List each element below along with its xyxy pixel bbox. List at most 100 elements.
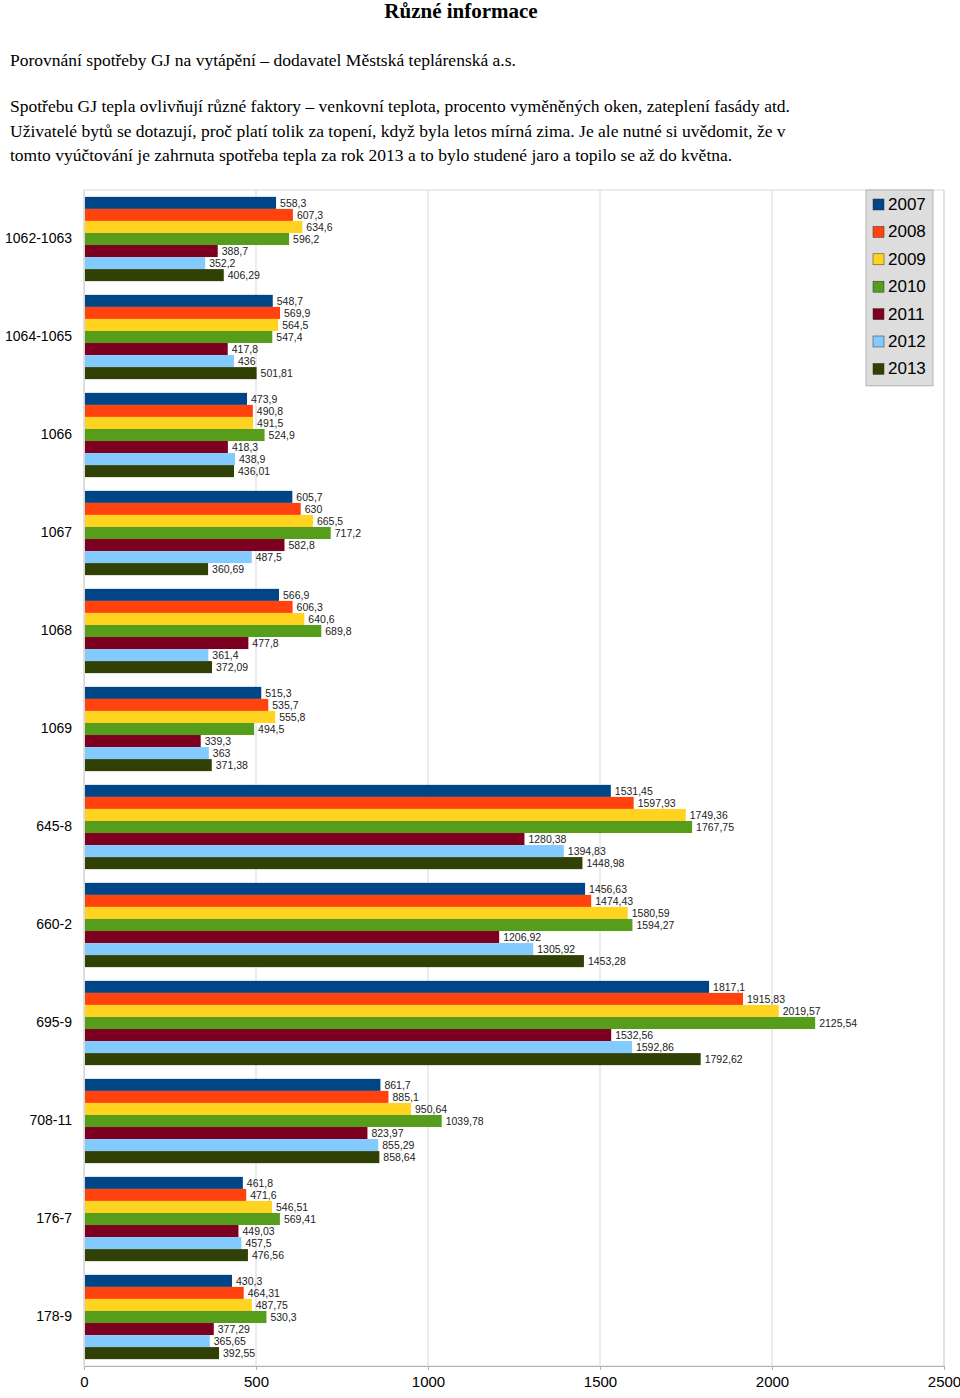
bar	[84, 1079, 380, 1091]
annotation-line: Uživatelé bytů se dotazují, proč platí t…	[10, 121, 786, 142]
legend-label: 2013	[888, 359, 926, 378]
data-label: 1280,38	[528, 833, 566, 845]
grid-line	[944, 190, 945, 1366]
data-label: 1749,36	[690, 809, 728, 821]
data-label: 1474,43	[595, 895, 633, 907]
data-label: 596,2	[293, 233, 319, 245]
bar	[84, 465, 234, 477]
tick: 1064-1065	[5, 328, 84, 344]
bar-series	[84, 269, 701, 1359]
data-label: 1817,1	[713, 981, 745, 993]
data-label: 388,7	[222, 245, 248, 257]
tick-label: 1068	[41, 622, 72, 638]
tick-label: 1000	[412, 1373, 445, 1390]
bar	[84, 845, 564, 857]
data-label: 477,8	[252, 637, 278, 649]
annotation-line: tomto vyúčtování je zahrnuta spotřeba te…	[10, 145, 732, 166]
tick-mark	[772, 1366, 773, 1370]
data-label: 566,9	[283, 589, 309, 601]
data-labels: 558,3548,7473,9605,7566,9515,31531,45145…	[205, 197, 858, 1359]
grid-line	[84, 190, 85, 1366]
grid-line	[600, 190, 601, 1366]
legend-swatch	[873, 226, 884, 237]
bar	[84, 1299, 252, 1311]
bar	[84, 1017, 815, 1029]
tick-label: 708-11	[29, 1112, 72, 1128]
tick: 1069	[41, 720, 84, 736]
legend-swatch	[873, 309, 884, 320]
tick: 0	[80, 1366, 88, 1390]
bar	[84, 589, 279, 601]
bar	[84, 661, 212, 673]
data-label: 855,29	[382, 1139, 414, 1151]
bar	[84, 723, 254, 735]
tick-label: 645-8	[36, 818, 72, 834]
bar	[84, 919, 632, 931]
tick-label: 1067	[41, 524, 72, 540]
bar-series	[84, 197, 709, 1287]
bar	[84, 269, 224, 281]
bar	[84, 785, 611, 797]
tick: 2000	[756, 1366, 789, 1390]
bar	[84, 1151, 379, 1163]
bar	[84, 197, 276, 209]
bar	[84, 405, 253, 417]
data-label: 858,64	[383, 1151, 415, 1163]
bar	[84, 1029, 611, 1041]
chart: 558,3548,7473,9605,7566,9515,31531,45145…	[0, 0, 960, 1398]
data-label: 569,41	[284, 1213, 316, 1225]
data-label: 582,8	[288, 539, 314, 551]
data-label: 535,7	[272, 699, 298, 711]
page-title: Různé informace	[0, 0, 922, 24]
tick-label: 1066	[41, 426, 72, 442]
bar-series	[84, 209, 743, 1299]
data-label: 1448,98	[586, 857, 624, 869]
data-label: 490,8	[257, 405, 283, 417]
bar	[84, 857, 582, 869]
bar	[84, 735, 201, 747]
grid-line	[428, 190, 429, 1366]
bar	[84, 209, 293, 221]
tick: 2500	[928, 1366, 960, 1390]
data-label: 352,2	[209, 257, 235, 269]
bar	[84, 1103, 411, 1115]
tick-label: 1500	[584, 1373, 617, 1390]
legend-label: 2008	[888, 222, 926, 241]
subtitle: Porovnání spotřeby GJ na vytápění – doda…	[10, 50, 516, 71]
legend-box	[866, 190, 933, 386]
data-label: 487,5	[256, 551, 282, 563]
data-label: 487,75	[256, 1299, 288, 1311]
data-label: 1206,92	[503, 931, 541, 943]
bar	[84, 503, 301, 515]
tick: 660-2	[36, 916, 84, 932]
bar	[84, 833, 524, 845]
data-label: 634,6	[306, 221, 332, 233]
bar	[84, 711, 275, 723]
bar-series	[84, 233, 815, 1323]
data-label: 2125,54	[819, 1017, 857, 1029]
bar	[84, 515, 313, 527]
bar	[84, 625, 321, 637]
bar	[84, 1213, 280, 1225]
bar	[84, 393, 247, 405]
data-label: 377,29	[218, 1323, 250, 1335]
bar	[84, 1275, 232, 1287]
bar	[84, 1115, 442, 1127]
data-label: 1792,62	[705, 1053, 743, 1065]
tick-label: 660-2	[36, 916, 72, 932]
bar	[84, 821, 692, 833]
data-label: 457,5	[245, 1237, 271, 1249]
bar	[84, 883, 585, 895]
tick-mark	[256, 1366, 257, 1370]
data-label: 515,3	[265, 687, 291, 699]
bar	[84, 687, 261, 699]
data-label: 365,65	[214, 1335, 246, 1347]
tick: 500	[244, 1366, 269, 1390]
data-label: 1531,45	[615, 785, 653, 797]
bar	[84, 245, 218, 257]
bar-series	[84, 245, 611, 1335]
bar	[84, 355, 234, 367]
legend-swatch	[873, 254, 884, 265]
legend: 2007200820092010201120122013	[866, 190, 933, 386]
data-label: 501,81	[261, 367, 293, 379]
